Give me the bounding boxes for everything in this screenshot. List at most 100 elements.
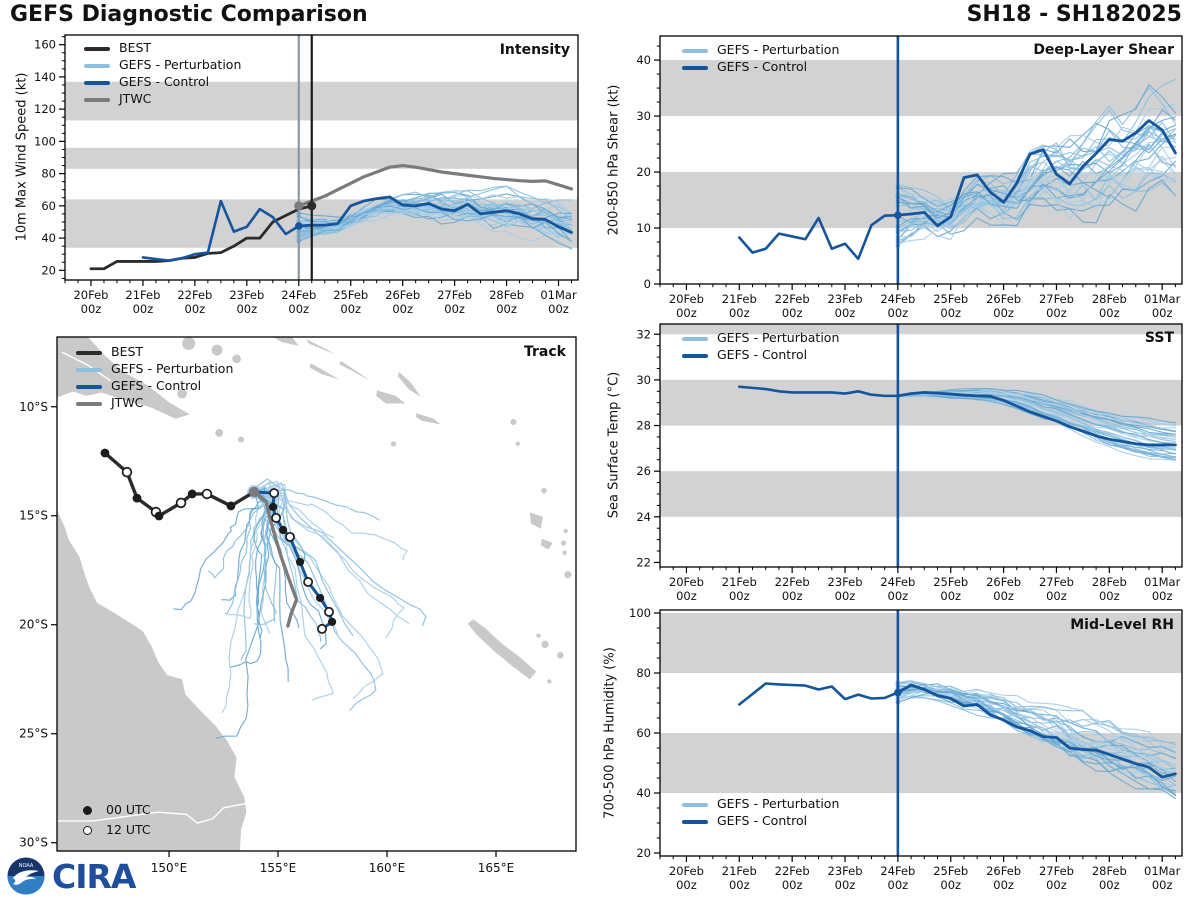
legend-item-perturbation: GEFS - Perturbation xyxy=(682,330,839,347)
x-tick-label: 24Feb xyxy=(281,288,316,302)
x-tick-sublabel: 00z xyxy=(940,878,961,892)
y-tick-label: 20 xyxy=(41,263,56,277)
x-tick-label: 21Feb xyxy=(722,292,757,306)
x-tick-sublabel: 00z xyxy=(940,306,961,320)
x-tick-sublabel: 00z xyxy=(236,302,257,316)
y-tick-label: 22 xyxy=(636,555,651,569)
sst-series-control-analysis xyxy=(737,385,900,398)
track-marker-12utc xyxy=(271,512,282,523)
landmass-malakula xyxy=(540,538,553,550)
category-band xyxy=(660,324,1182,335)
intensity-y-axis-label: 10m Max Wind Speed (kt) xyxy=(14,72,30,242)
x-tick-sublabel: 00z xyxy=(782,589,803,603)
y-tick-label: 20 xyxy=(636,846,651,860)
qld-nsw-border xyxy=(57,802,248,824)
legend-label-perturbation: GEFS - Perturbation xyxy=(717,796,840,812)
x-tick-sublabel: 00z xyxy=(940,589,961,603)
category-band xyxy=(660,471,1182,517)
map-x-tick-label: 160°E xyxy=(369,861,406,875)
track-marker-12utc xyxy=(175,497,187,509)
jtwc-line-swatch xyxy=(76,401,102,406)
legend-item-00utc: 00 UTC xyxy=(78,800,151,820)
legend-label-00utc: 00 UTC xyxy=(106,801,151,817)
y-tick-label: 30 xyxy=(636,373,651,387)
track-map-area xyxy=(57,337,589,851)
islet xyxy=(563,528,568,534)
legend-item-control: GEFS - Control xyxy=(682,347,839,364)
islet xyxy=(541,640,549,649)
track-marker-12utc xyxy=(269,488,280,499)
x-tick-label: 25Feb xyxy=(933,864,968,878)
map-x-tick-label: 150°E xyxy=(151,861,188,875)
x-tick-sublabel: 00z xyxy=(782,306,803,320)
rh-legend: GEFS - Perturbation GEFS - Control xyxy=(682,796,839,830)
x-tick-sublabel: 00z xyxy=(81,302,102,316)
x-tick-label: 25Feb xyxy=(933,575,968,589)
rh-series-control-forecast xyxy=(909,683,1177,779)
x-tick-sublabel: 00z xyxy=(993,306,1014,320)
shear-axes: 20Feb00z21Feb00z22Feb00z23Feb00z24Feb00z… xyxy=(636,35,1183,320)
track-marker-12utc xyxy=(285,531,295,542)
landmass-malaita xyxy=(397,371,421,397)
track-axes: 150°E 155°E 160°E 165°E 10°S 15°S 20°S 25°S 30°S xyxy=(19,336,577,875)
map-x-tick-label: 165°E xyxy=(478,861,515,875)
legend-label-perturbation: GEFS - Perturbation xyxy=(717,330,840,346)
sst-series-control-forecast xyxy=(909,391,1177,447)
x-tick-sublabel: 00z xyxy=(676,878,697,892)
perturbation-line-swatch xyxy=(682,336,708,341)
x-tick-label: 22Feb xyxy=(177,288,212,302)
track-marker-00utc xyxy=(226,501,236,511)
y-tick-label: 60 xyxy=(41,199,56,213)
shear-panel-title: Deep-Layer Shear xyxy=(1033,42,1174,58)
landmass-espiritu-santo xyxy=(529,512,543,529)
x-tick-label: 01Mar xyxy=(540,288,577,302)
track-marker-12utc xyxy=(121,466,133,478)
track-marker-00utc xyxy=(315,593,325,603)
marker-dot xyxy=(307,201,317,211)
x-tick-label: 26Feb xyxy=(986,292,1021,306)
y-tick-label: 0 xyxy=(644,277,651,291)
cira-logo: CIRA xyxy=(52,856,136,896)
islet xyxy=(564,571,572,579)
track-marker-00utc xyxy=(268,502,278,512)
islet xyxy=(585,607,589,611)
x-tick-label: 20Feb xyxy=(669,575,704,589)
sst-legend: GEFS - Perturbation GEFS - Control xyxy=(682,330,839,364)
x-tick-sublabel: 00z xyxy=(496,302,517,316)
x-tick-sublabel: 00z xyxy=(676,306,697,320)
map-x-tick-label: 155°E xyxy=(260,861,297,875)
y-tick-label: 120 xyxy=(34,102,56,116)
rh-axes: 20Feb00z21Feb00z22Feb00z23Feb00z24Feb00z… xyxy=(629,606,1183,892)
x-tick-sublabel: 00z xyxy=(185,302,206,316)
landmass-guadalcanal xyxy=(376,390,406,404)
legend-label-control: GEFS - Control xyxy=(717,59,808,75)
filled-circle-marker-icon xyxy=(83,805,92,815)
x-tick-label: 20Feb xyxy=(669,292,704,306)
map-y-tick-label: 25°S xyxy=(19,727,48,741)
best-track xyxy=(103,451,256,518)
x-tick-sublabel: 00z xyxy=(993,589,1014,603)
islet xyxy=(541,487,547,494)
islet xyxy=(182,337,196,351)
islet xyxy=(510,418,517,426)
x-tick-sublabel: 00z xyxy=(888,306,909,320)
x-tick-label: 24Feb xyxy=(880,575,915,589)
rh-series-control-analysis xyxy=(737,682,900,706)
best-line-swatch xyxy=(84,46,110,51)
shear-series-control-analysis xyxy=(737,213,900,261)
y-tick-label: 80 xyxy=(636,666,651,680)
legend-label-control: GEFS - Control xyxy=(111,378,202,394)
landmass-makira xyxy=(415,413,441,425)
islet xyxy=(562,550,567,555)
x-tick-label: 28Feb xyxy=(1092,575,1127,589)
x-tick-sublabel: 00z xyxy=(1099,878,1120,892)
x-tick-sublabel: 00z xyxy=(1099,306,1120,320)
legend-item-best: BEST xyxy=(76,344,233,361)
landmass-australia xyxy=(57,509,247,851)
intensity-panel-title: Intensity xyxy=(499,42,570,58)
legend-item-perturbation: GEFS - Perturbation xyxy=(682,42,839,59)
sst-panel-title: SST xyxy=(1144,330,1174,346)
islet xyxy=(560,540,567,546)
track-marker-12utc xyxy=(317,623,328,634)
